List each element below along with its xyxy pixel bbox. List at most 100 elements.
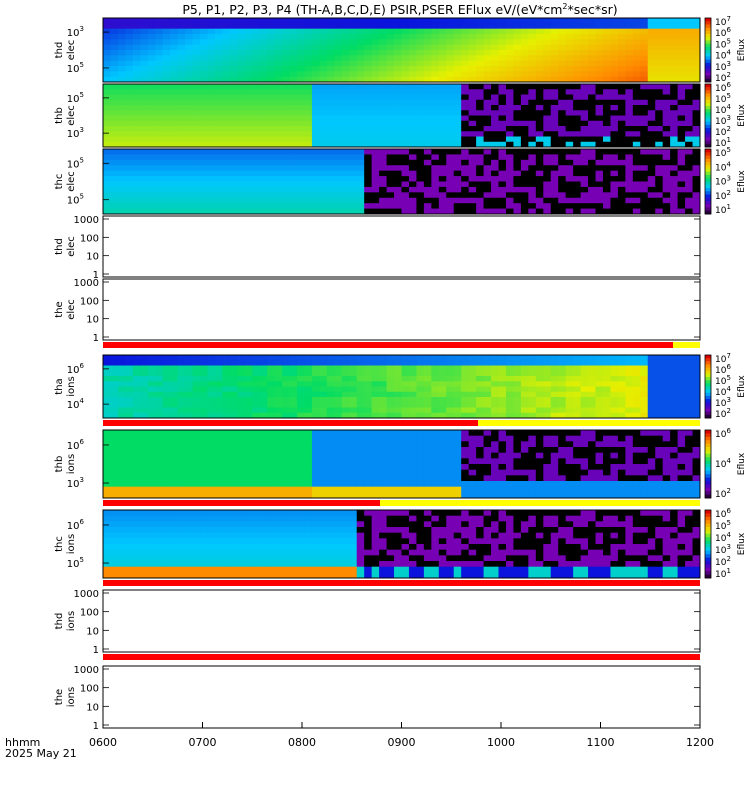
spectrogram-cell <box>580 365 589 372</box>
spectrogram-cell <box>185 464 193 471</box>
spectrogram-cell <box>416 105 425 111</box>
spectrogram-cell <box>311 28 320 35</box>
spectrogram-cell <box>685 430 693 437</box>
spectrogram-cell <box>132 407 141 414</box>
spectrogram-cell <box>565 89 574 95</box>
spectrogram-cell <box>311 170 320 177</box>
spectrogram-cell <box>140 44 149 51</box>
spectrogram-cell <box>170 412 179 419</box>
spectrogram-cell <box>289 481 298 488</box>
spectrogram-cell <box>289 458 298 465</box>
spectrogram-cell <box>647 203 656 209</box>
spectrogram-cell <box>371 492 380 499</box>
spectrogram-cell <box>558 486 567 493</box>
spectrogram-cell <box>655 105 664 111</box>
spectrogram-cell <box>647 110 656 116</box>
spectrogram-cell <box>140 481 149 488</box>
spectrogram-cell <box>170 181 179 188</box>
spectrogram-cell <box>379 208 387 215</box>
spectrogram-cell <box>162 165 171 172</box>
spectrogram-cell <box>655 464 664 471</box>
spectrogram-cell <box>662 76 671 83</box>
spectrogram-cell <box>677 203 686 209</box>
spectrogram-cell <box>222 89 231 95</box>
spectrogram-cell <box>192 376 201 382</box>
spectrogram-cell <box>132 76 141 83</box>
spectrogram-cell <box>408 141 417 148</box>
spectrogram-cell <box>349 159 358 166</box>
spectrogram-cell <box>267 197 276 204</box>
spectrogram-cell <box>185 18 193 24</box>
spectrogram-cell <box>491 197 499 204</box>
spectrogram-cell <box>222 136 231 143</box>
spectrogram-cell <box>461 110 470 116</box>
spectrogram-cell <box>244 34 253 40</box>
spectrogram-cell <box>222 197 231 204</box>
spectrogram-cell <box>655 370 664 377</box>
spectrogram-cell <box>132 66 141 72</box>
spectrogram-cell <box>580 208 589 215</box>
spectrogram-cell <box>237 141 246 148</box>
spectrogram-cell <box>461 360 470 366</box>
spectrogram-cell <box>274 192 283 199</box>
spectrogram-cell <box>617 154 626 161</box>
spectrogram-cell <box>200 55 208 62</box>
spectrogram-cell <box>602 66 611 72</box>
spectrogram-cell <box>304 365 313 372</box>
spectrogram-cell <box>625 360 634 366</box>
spectrogram-cell <box>214 154 223 161</box>
spectrogram-cell <box>222 365 231 372</box>
spectrogram-cell <box>214 208 223 215</box>
spectrogram-cell <box>423 39 432 46</box>
y-tick-label: 105 <box>67 61 84 75</box>
spectrogram-cell <box>386 441 395 448</box>
spectrogram-cell <box>319 360 328 366</box>
spectrogram-cell <box>155 360 164 366</box>
spectrogram-cell <box>438 84 447 90</box>
spectrogram-cell <box>282 391 290 398</box>
spectrogram-cell <box>446 386 455 393</box>
spectrogram-cell <box>341 89 350 95</box>
spectrogram-cell <box>446 105 455 111</box>
spectrogram-cell <box>595 141 604 148</box>
spectrogram-cell <box>438 458 447 465</box>
spectrogram-cell <box>677 159 686 166</box>
spectrogram-cell <box>103 441 111 448</box>
spectrogram-cell <box>602 464 611 471</box>
spectrogram-cell <box>326 475 335 482</box>
spectrogram-cell <box>386 355 395 361</box>
spectrogram-cell <box>692 203 701 209</box>
spectrogram-cell <box>304 447 313 454</box>
spectrogram-cell <box>408 165 417 172</box>
spectrogram-cell <box>498 105 507 111</box>
spectrogram-cell <box>394 105 402 111</box>
spectrogram-cell <box>647 386 656 393</box>
spectrogram-cell <box>513 66 522 72</box>
spectrogram-cell <box>438 126 447 132</box>
spectrogram-cell <box>498 60 507 67</box>
spectrogram-cell <box>319 435 328 442</box>
spectrogram-cell <box>289 381 298 387</box>
spectrogram-cell <box>423 435 432 442</box>
spectrogram-cell <box>632 126 641 132</box>
spectrogram-cell <box>162 376 171 382</box>
spectrogram-cell <box>192 66 201 72</box>
spectrogram-cell <box>371 407 380 414</box>
spectrogram-cell <box>513 381 522 387</box>
spectrogram-cell <box>476 159 484 166</box>
colorbar-segment <box>705 430 711 434</box>
spectrogram-cell <box>662 110 671 116</box>
spectrogram-cell <box>692 154 701 161</box>
spectrogram-cell <box>259 131 268 137</box>
spectrogram-cell <box>468 397 477 403</box>
spectrogram-cell <box>528 475 537 482</box>
spectrogram-cell <box>565 386 574 393</box>
spectrogram-cell <box>528 402 537 408</box>
spectrogram-cell <box>588 170 596 177</box>
spectrogram-cell <box>617 481 626 488</box>
spectrogram-cell <box>588 458 596 465</box>
spectrogram-cell <box>632 481 641 488</box>
spectrogram-cell <box>677 55 686 62</box>
spectrogram-cell <box>505 66 514 72</box>
spectrogram-cell <box>625 430 634 437</box>
